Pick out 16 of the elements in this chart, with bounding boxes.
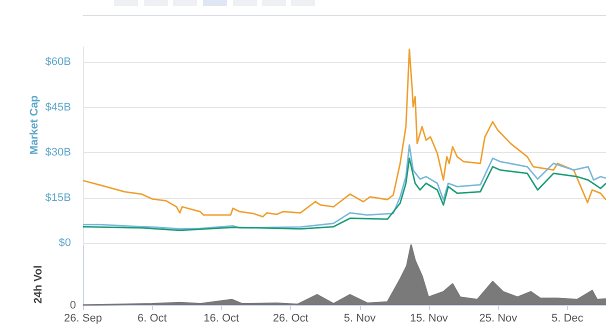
x-tick-label: 5. Nov: [344, 312, 376, 324]
y-tick-label: $15B: [45, 192, 71, 204]
y-tick-label: $30B: [45, 146, 71, 159]
x-tick-label: 5. Dec: [551, 312, 584, 324]
text: 0: [70, 300, 76, 312]
x-tick-label: 15. Nov: [410, 312, 448, 324]
x-tick-label: 26. Sep: [64, 312, 102, 324]
x-tick-label: 26. Oct: [272, 312, 308, 324]
y-axis-title: Market Cap: [28, 95, 40, 155]
x-tick-label: 6. Oct: [138, 312, 167, 324]
x-tick-label: 25. Nov: [479, 312, 518, 324]
y-tick-label: $0: [58, 237, 71, 249]
x-tick-label: 16. Oct: [204, 312, 240, 324]
y-tick-label: $60B: [45, 56, 71, 68]
y-axis-title: 24h Vol: [32, 265, 44, 304]
y-tick-label: $45B: [45, 101, 71, 114]
